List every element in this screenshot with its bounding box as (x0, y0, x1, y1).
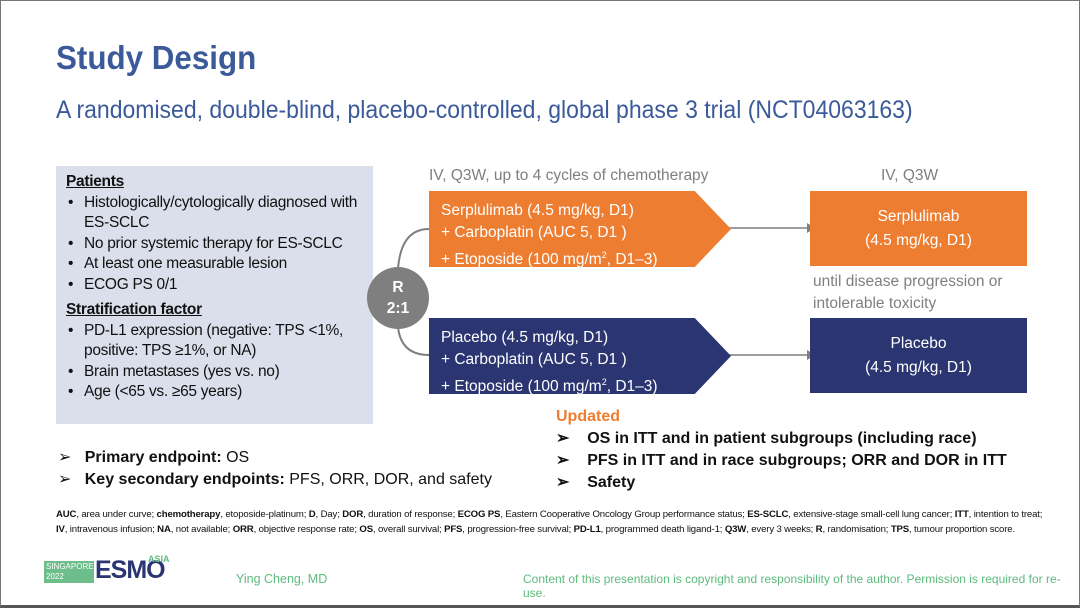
esmo-asia-logo: SINGAPORE 2022 ESMO ASIA (44, 554, 170, 584)
page-title: Study Design (56, 39, 257, 76)
randomisation-label: R (392, 279, 404, 296)
updated-heading: Updated (556, 408, 620, 425)
maint-line: Serplulimab (877, 207, 960, 225)
abbreviation: IV, intravenous infusion; (56, 524, 158, 535)
abbreviation: PD-L1, programmed death ligand-1; (573, 524, 725, 535)
stratification-list: PD-L1 expression (negative: TPS <1%, pos… (66, 321, 367, 403)
maint-line: (4.5 mg/kg, D1) (865, 231, 972, 249)
logo-brand: ESMO (95, 556, 166, 584)
abbreviation: PFS, progression-free survival; (444, 524, 574, 535)
maint-line: (4.5 mg/kg, D1) (865, 358, 972, 376)
secondary-endpoints: ➢ Key secondary endpoints: PFS, ORR, DOR… (58, 471, 492, 488)
list-item: ➢ Safety (556, 474, 636, 491)
page-subtitle: A randomised, double-blind, placebo-cont… (56, 96, 913, 124)
arm-serplulimab-chemo: Serplulimab (4.5 mg/kg, D1) + Carboplati… (429, 191, 731, 267)
patients-heading: Patients (66, 173, 124, 190)
copyright-notice: Content of this presentation is copyrigh… (523, 572, 1061, 600)
list-item: No prior systemic therapy for ES-SCLC (66, 234, 367, 255)
list-item: Histologically/cytologically diagnosed w… (66, 193, 367, 234)
abbreviation: ES-SCLC, extensive-stage small-cell lung… (747, 509, 955, 520)
list-item: Brain metastases (yes vs. no) (66, 362, 367, 383)
abbreviation: DOR, duration of response; (342, 509, 458, 520)
primary-endpoint: ➢ Primary endpoint: OS (58, 449, 250, 466)
connector-upper (397, 228, 430, 270)
list-item: At least one measurable lesion (66, 254, 367, 275)
maint-line: Placebo (890, 334, 947, 352)
logo-singapore: SINGAPORE 2022 (44, 561, 94, 583)
list-item: PD-L1 expression (negative: TPS <1%, pos… (66, 321, 367, 362)
updated-analyses: Updated ➢ OS in ITT and in patient subgr… (556, 406, 1007, 494)
arm-line: Serplulimab (4.5 mg/kg, D1) (441, 202, 634, 219)
maintenance-phase-label: IV, Q3W (881, 167, 939, 184)
chemo-phase-label: IV, Q3W, up to 4 cycles of chemotherapy (429, 167, 709, 184)
author: Ying Cheng, MD (236, 572, 328, 586)
arm-placebo-chemo: Placebo (4.5 mg/kg, D1) + Carboplatin (A… (429, 318, 731, 394)
eligibility-box: Patients Histologically/cytologically di… (56, 166, 373, 424)
abbreviation: Q3W, every 3 weeks; (724, 524, 816, 535)
abbreviation: NA, not available; (157, 524, 233, 535)
patients-list: Histologically/cytologically diagnosed w… (66, 193, 367, 296)
abbreviations-footnote: AUC, area under curve; chemotherapy, eto… (56, 507, 1046, 537)
list-item: ➢ OS in ITT and in patient subgroups (in… (556, 430, 977, 447)
maintenance-serplulimab: Serplulimab (4.5 mg/kg, D1) (810, 191, 1027, 266)
randomisation-ratio: 2:1 (386, 300, 410, 317)
list-item: Age (<65 vs. ≥65 years) (66, 382, 367, 403)
arm-line: + Etoposide (100 mg/m2, D1–3) (441, 250, 658, 269)
abbreviation: ECOG PS, Eastern Cooperative Oncology Gr… (457, 509, 748, 520)
arm-line: + Carboplatin (AUC 5, D1 ) (441, 351, 627, 368)
treatment-until-note: until disease progression or intolerable… (813, 273, 1003, 312)
abbreviation: TPS, tumour proportion score. (890, 524, 1015, 535)
arm-line: Placebo (4.5 mg/kg, D1) (441, 329, 609, 346)
abbreviation: AUC, area under curve; (56, 509, 157, 520)
maintenance-placebo: Placebo (4.5 mg/kg, D1) (810, 318, 1027, 393)
abbreviation: OS, overall survival; (359, 524, 445, 535)
abbreviation: D, Day; (308, 509, 343, 520)
randomisation-circle: R 2:1 (367, 267, 429, 329)
connector-lower (397, 326, 430, 356)
stratification-heading: Stratification factor (66, 301, 202, 318)
abbreviation: chemotherapy, etoposide-platinum; (156, 509, 309, 520)
list-item: ➢ PFS in ITT and in race subgroups; ORR … (556, 452, 1007, 469)
arm-line: + Carboplatin (AUC 5, D1 ) (441, 224, 627, 241)
endpoints: ➢ Primary endpoint: OS ➢ Key secondary e… (58, 447, 492, 491)
abbreviation: R, randomisation; (815, 524, 891, 535)
arm-line: + Etoposide (100 mg/m2, D1–3) (441, 377, 658, 396)
abbreviation: ITT, intention to treat; (954, 509, 1043, 520)
logo-region: ASIA (148, 554, 170, 564)
list-item: ECOG PS 0/1 (66, 275, 367, 296)
abbreviation: ORR, objective response rate; (232, 524, 360, 535)
